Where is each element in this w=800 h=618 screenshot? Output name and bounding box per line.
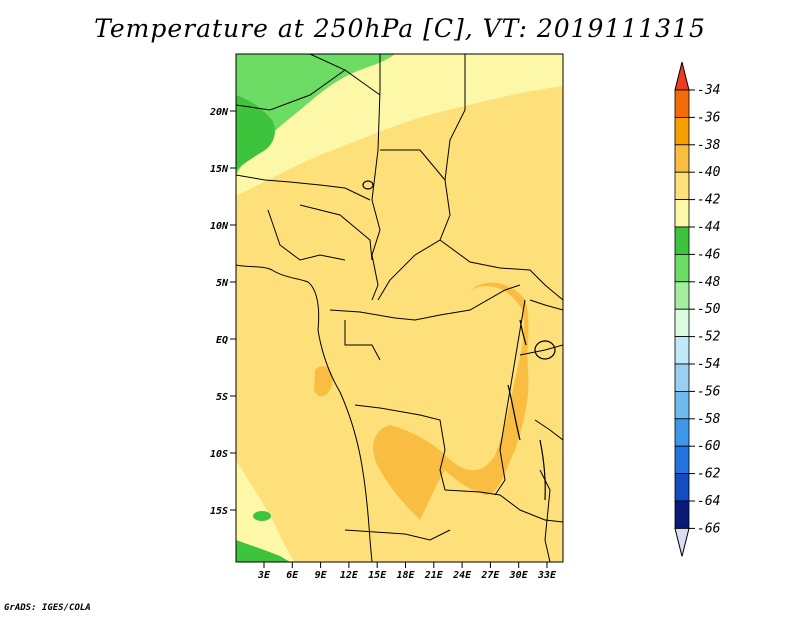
colorbar-label: -60 <box>697 439 721 454</box>
lat-tick-label: 10N <box>210 221 229 232</box>
border-line <box>539 469 551 562</box>
lat-tick-label: 20N <box>209 107 229 118</box>
colorbar-label: -58 <box>697 412 721 427</box>
colorbar-swatch <box>674 336 690 365</box>
border-line <box>377 54 466 301</box>
lon-tick-label: 21E <box>424 570 444 581</box>
lake-malawi <box>539 439 546 501</box>
colorbar-label: -46 <box>697 247 721 262</box>
colorbar-swatch <box>674 281 690 310</box>
colorbar-label: -54 <box>697 357 720 372</box>
colorbar-swatch <box>674 363 690 392</box>
colorbar-swatch <box>674 117 690 146</box>
colorbar-label: -66 <box>697 521 721 536</box>
colorbar-swatch <box>674 390 690 420</box>
border-line <box>344 529 451 541</box>
colorbar-swatch <box>674 500 690 529</box>
lat-tick-label: 15S <box>210 506 228 517</box>
colorbar-label: -38 <box>697 138 721 153</box>
colorbar-top-arrow <box>674 61 690 91</box>
colorbar-label: -36 <box>697 110 721 125</box>
colorbar-label: -64 <box>697 494 720 509</box>
lat-tick-label: 10S <box>210 449 228 460</box>
border-line <box>534 419 563 441</box>
border-line <box>444 489 563 523</box>
border-line <box>494 299 526 496</box>
lon-tick-label: 30E <box>509 570 529 581</box>
dark-green-temperature-zone <box>236 95 275 170</box>
lat-tick-label: EQ <box>216 335 228 346</box>
border-line <box>236 174 371 201</box>
map-title: Temperature at 250hPa [C], VT: 201911131… <box>94 14 706 43</box>
warm-temperature-zone-west <box>314 365 333 397</box>
colorbar-label: -50 <box>697 302 721 317</box>
border-line <box>236 69 346 111</box>
lon-tick-label: 27E <box>480 570 500 581</box>
lake-outlines <box>362 180 556 501</box>
lat-tick-label: 15N <box>210 164 229 175</box>
colorbar-swatch <box>674 199 690 228</box>
border-line <box>329 284 521 321</box>
colorbar-bottom-arrow <box>674 527 690 557</box>
lat-tick-label: 5N <box>216 278 229 289</box>
lon-tick-label: 33E <box>537 570 557 581</box>
colorbar-swatch <box>674 226 690 255</box>
colorbar-swatch <box>674 473 690 502</box>
colorbar-swatch <box>674 253 690 283</box>
colorbar-swatch <box>674 144 690 173</box>
lon-tick-label: 24E <box>452 570 472 581</box>
colorbar-label: -48 <box>697 275 721 290</box>
lake-chad <box>362 180 374 190</box>
latitude-axis: 20N 15N 10N 5N EQ 5S 10S 15S <box>209 107 236 517</box>
coastline <box>236 264 373 562</box>
colorbar-swatch <box>674 308 690 338</box>
colorbar-label: -34 <box>697 83 720 98</box>
lon-tick-label: 15E <box>368 570 387 581</box>
colorbar: -34 -36 -38 -40 -42 -44 -46 -48 -50 -52 -54 -56 -58 -… <box>674 61 721 557</box>
colorbar-label: -52 <box>697 330 721 345</box>
border-line <box>354 404 446 491</box>
warm-temperature-zone <box>373 282 529 520</box>
green-patch <box>253 511 271 521</box>
lat-tick-label: 5S <box>216 392 228 403</box>
colorbar-label: -62 <box>697 467 721 482</box>
map-frame <box>235 53 564 563</box>
lon-tick-label: 12E <box>340 570 359 581</box>
colorbar-label: -56 <box>697 384 721 399</box>
lake-tanganyika <box>507 384 521 441</box>
dark-green-temperature-zone-south <box>236 540 290 562</box>
green-temperature-zone <box>236 54 395 175</box>
colorbar-label: -42 <box>697 193 721 208</box>
lon-tick-label: 18E <box>396 570 415 581</box>
border-line <box>299 204 373 261</box>
lake-victoria <box>534 340 556 360</box>
border-line <box>439 239 563 301</box>
temperature-field <box>236 54 563 562</box>
border-line <box>519 344 563 356</box>
colorbar-swatch <box>674 89 690 118</box>
lon-tick-label: 3E <box>257 570 271 581</box>
colorbar-swatch <box>674 171 690 200</box>
colorbar-label: -40 <box>697 165 721 180</box>
longitude-axis: 3E 6E 9E 12E 15E 18E 21E 24E 27E 30E 33E <box>257 562 557 581</box>
colorbar-swatch <box>674 445 690 475</box>
border-line <box>380 149 446 181</box>
border-line <box>344 320 381 361</box>
pale-temperature-zone-south <box>236 460 295 562</box>
lake-albert <box>519 319 527 346</box>
credit-label: GrADS: IGES/COLA <box>4 603 91 613</box>
country-boundaries <box>236 54 563 562</box>
border-line <box>267 209 346 261</box>
border-line <box>529 299 563 311</box>
lon-tick-label: 9E <box>315 570 328 581</box>
colorbar-label: -44 <box>697 220 720 235</box>
colorbar-swatch <box>674 418 690 447</box>
border-line <box>371 54 381 301</box>
lon-tick-label: 6E <box>286 570 299 581</box>
